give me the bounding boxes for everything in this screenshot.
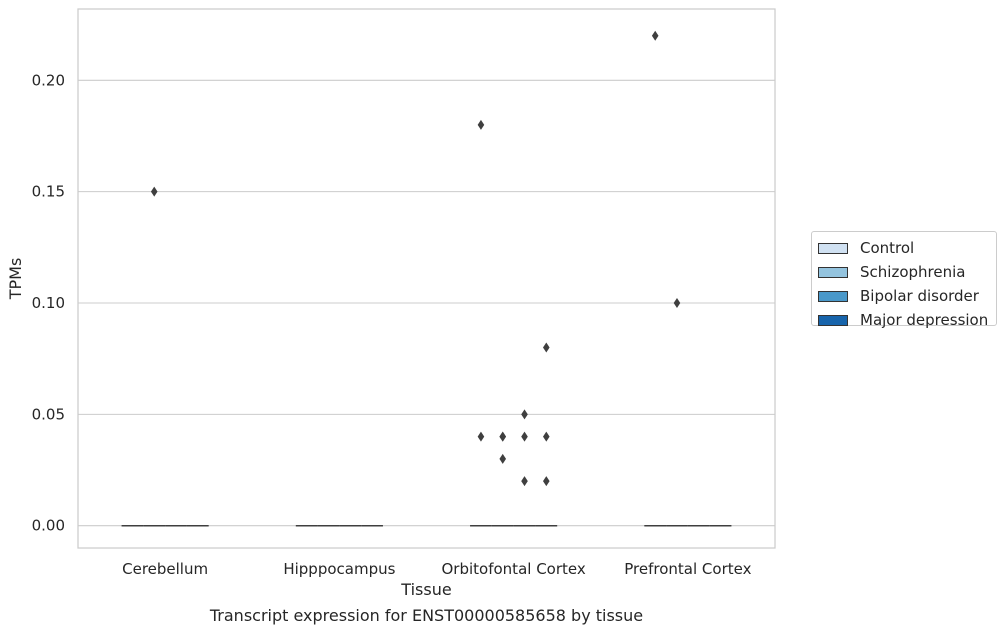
outlier-point: [521, 476, 528, 487]
legend-item-major-depression: Major depression: [818, 308, 996, 332]
y-tick-label: 0.20: [32, 71, 65, 89]
outlier-point: [542, 431, 550, 442]
legend-swatch-control: [818, 242, 848, 254]
outlier-point: [477, 431, 485, 442]
outlier-point: [673, 298, 681, 308]
x-tick-label: Prefrontal Cortex: [624, 560, 751, 578]
y-axis-label: TPMs: [6, 258, 25, 301]
outlier-point: [542, 342, 550, 353]
y-tick-label: 0.15: [32, 183, 65, 201]
x-tick-label: Orbitofontal Cortex: [442, 560, 586, 578]
y-tick-labels: 0.00 0.05 0.10 0.15 0.20: [32, 71, 65, 534]
plot-background: [78, 9, 775, 548]
legend-label-major-depression: Major depression: [860, 311, 989, 329]
outlier-points: [150, 30, 681, 487]
outlier-point: [521, 409, 528, 420]
y-tick-label: 0.10: [32, 294, 65, 312]
outlier-point: [651, 30, 659, 41]
legend-swatch-bipolar-disorder: [818, 290, 848, 302]
chart-caption: Transcript expression for ENST0000058565…: [209, 606, 644, 625]
legend-item-schizophrenia: Schizophrenia: [818, 260, 996, 284]
outlier-point: [521, 431, 528, 442]
outlier-point: [499, 431, 507, 442]
legend-label-schizophrenia: Schizophrenia: [860, 263, 966, 281]
x-tick-label: Hipppocampus: [283, 560, 395, 578]
x-tick-label: Cerebellum: [122, 560, 208, 578]
outlier-point: [477, 119, 485, 130]
outlier-point: [150, 186, 158, 197]
outlier-point: [499, 453, 507, 464]
legend-item-control: Control: [818, 236, 996, 260]
legend-swatch-major-depression: [818, 314, 848, 326]
legend-label-bipolar-disorder: Bipolar disorder: [860, 287, 979, 305]
x-axis-label: Tissue: [400, 580, 451, 599]
x-tick-labels: Cerebellum Hipppocampus Orbitofontal Corte…: [122, 560, 751, 578]
legend-swatch-schizophrenia: [818, 266, 848, 278]
legend-item-bipolar-disorder: Bipolar disorder: [818, 284, 996, 308]
plot-frame: [77, 8, 776, 549]
outlier-point: [542, 476, 550, 487]
y-tick-label: 0.05: [32, 405, 65, 423]
legend: Control Schizophrenia Bipolar disorder M…: [811, 231, 997, 329]
legend-label-control: Control: [860, 239, 915, 257]
y-tick-label: 0.00: [32, 517, 65, 535]
